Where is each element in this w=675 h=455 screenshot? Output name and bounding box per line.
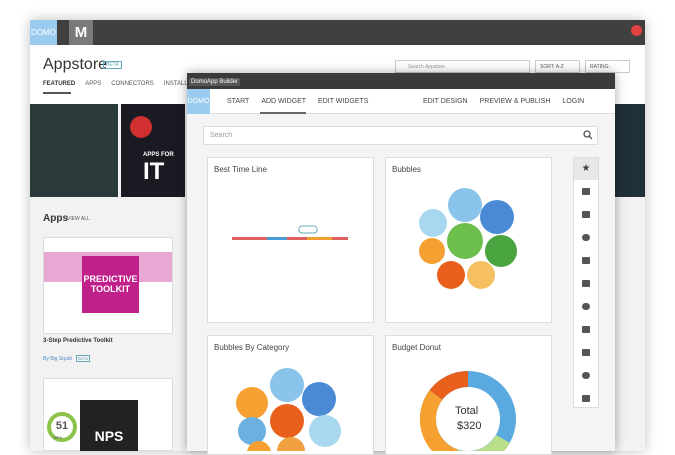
nav-right: EDIT DESIGN PREVIEW & PUBLISH LOGIN <box>423 98 584 105</box>
card-image: PREDICTIVE TOOLKIT <box>82 256 139 313</box>
logo[interactable]: DOMO <box>30 20 57 45</box>
top-bar <box>30 20 645 45</box>
donut-label: Total <box>455 405 479 417</box>
sidebar-icon[interactable] <box>582 257 590 264</box>
nav-underline <box>260 112 306 114</box>
sidebar-icon[interactable] <box>582 188 590 195</box>
widget-title: Best Time Line <box>214 165 267 174</box>
tabs: FEATURED APPS CONNECTORS INSTALLED <box>43 81 196 87</box>
tab[interactable]: INSTALLED <box>163 81 197 87</box>
card-badge: BETA <box>76 355 91 362</box>
nps-label: NPS <box>54 435 63 440</box>
banner-icon <box>130 116 152 138</box>
view-all[interactable]: VIEW ALL <box>67 216 90 222</box>
widget-title: Budget Donut <box>392 343 441 352</box>
donut-value: $320 <box>457 420 482 432</box>
badge: BETA <box>103 61 122 69</box>
card-author: By Big Squid <box>43 356 72 362</box>
sidebar-icon[interactable] <box>582 234 590 241</box>
tab-underline <box>43 92 71 94</box>
notification[interactable] <box>631 25 642 36</box>
tab[interactable]: CONNECTORS <box>111 81 154 87</box>
sidebar-icon[interactable] <box>582 349 590 356</box>
banner-text: IT <box>143 158 165 185</box>
nav-item[interactable]: LOGIN <box>562 98 585 105</box>
widget-title: Bubbles By Category <box>214 343 290 352</box>
banner-text: APPS FOR <box>143 152 174 158</box>
title: Appstore <box>43 56 108 73</box>
nav-item[interactable]: PREVIEW & PUBLISH <box>479 98 551 105</box>
category-preview <box>236 368 341 451</box>
nav-bar <box>187 89 615 114</box>
widget-card[interactable]: Budget Donut <box>385 335 552 455</box>
sort[interactable]: SORT: A-Z <box>535 60 580 73</box>
rating[interactable]: RATING: <box>585 60 630 73</box>
card-image-text: TOOLKIT <box>90 284 131 294</box>
nav-item[interactable]: EDIT WIDGETS <box>318 98 369 105</box>
sidebar-icon[interactable] <box>582 372 590 379</box>
title-bar <box>187 73 615 89</box>
bubbles-preview <box>419 188 517 289</box>
sidebar-icon[interactable] <box>582 326 590 333</box>
nav-item[interactable]: START <box>227 98 250 105</box>
card-title: 3-Step Predictive Toolkit <box>43 338 113 344</box>
sidebar-icon[interactable] <box>582 303 590 310</box>
search[interactable]: Search Appstore <box>395 60 530 73</box>
logo[interactable]: DOMO <box>187 89 210 114</box>
sidebar-icon[interactable] <box>582 211 590 218</box>
nps-score: 51 <box>47 412 77 442</box>
builder-window: DomoApp Builder DOMO START ADD WIDGET EDIT… <box>187 73 615 455</box>
nav-item[interactable]: ADD WIDGET <box>261 98 307 105</box>
nav-left: START ADD WIDGET EDIT WIDGETS <box>227 98 368 105</box>
card-image-text: PREDICTIVE <box>83 274 138 284</box>
logo-m[interactable]: M <box>69 20 93 45</box>
widget-title: Bubbles <box>392 165 421 174</box>
apps-heading: Apps <box>43 213 68 224</box>
sidebar-icon[interactable] <box>582 280 590 287</box>
window-title: DomoApp Builder <box>189 78 241 86</box>
timeline-preview <box>232 225 348 240</box>
nps-image: NPS <box>80 400 138 451</box>
search[interactable]: Search <box>203 126 598 145</box>
tab[interactable]: FEATURED <box>43 81 76 87</box>
banner-image <box>615 104 645 197</box>
favorites-icon[interactable]: ★ <box>574 158 598 180</box>
sidebar-icon[interactable] <box>582 395 590 402</box>
banner-image <box>30 104 118 197</box>
donut-preview <box>419 371 516 451</box>
tab[interactable]: APPS <box>85 81 102 87</box>
search-icon[interactable] <box>583 130 593 140</box>
nav-item[interactable]: EDIT DESIGN <box>423 98 468 105</box>
sidebar: ★ <box>573 157 599 408</box>
